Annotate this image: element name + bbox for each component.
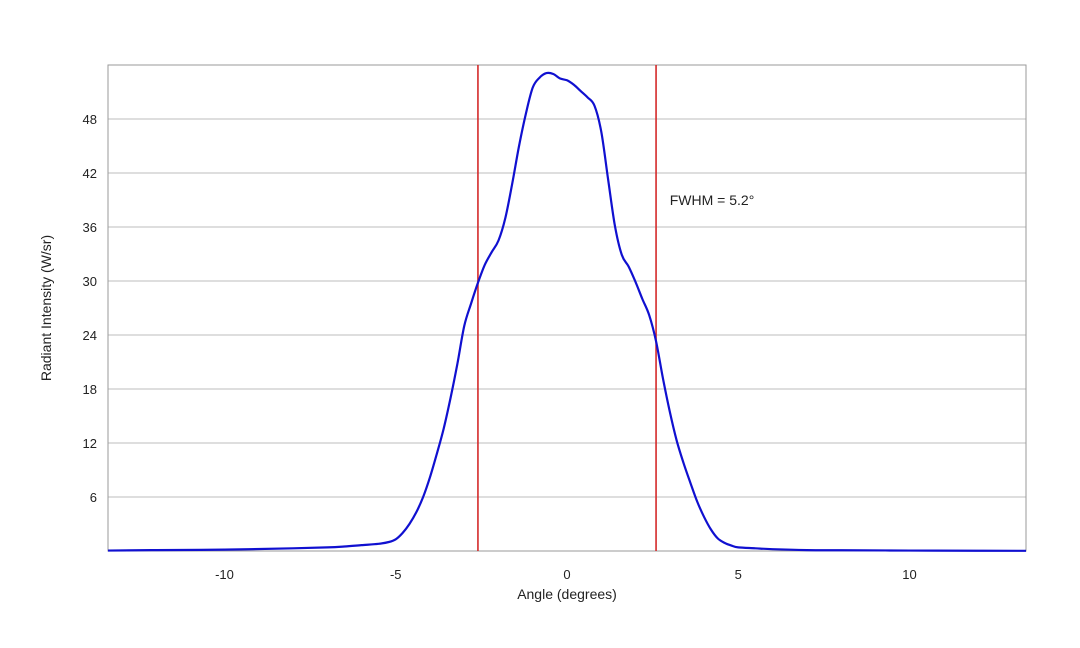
gridlines	[108, 118, 1026, 498]
y-tick-label: 30	[83, 274, 97, 289]
x-tick-label: 5	[735, 567, 742, 582]
x-axis-title: Angle (degrees)	[517, 586, 617, 602]
x-tick-label: -5	[390, 567, 402, 582]
fwhm-markers	[477, 65, 657, 551]
y-axis-title: Radiant Intensity (W/sr)	[38, 235, 54, 381]
intensity-curve	[107, 71, 1027, 552]
x-tick-label: -10	[215, 567, 234, 582]
x-tick-label: 0	[563, 567, 570, 582]
tick-labels: 6 12 18 24 30 36 42 48 -10 -5 0 5 10	[83, 112, 917, 582]
plot-frame	[107, 64, 1027, 552]
fwhm-annotation: FWHM = 5.2°	[670, 192, 755, 208]
y-tick-label: 36	[83, 220, 97, 235]
y-tick-label: 12	[83, 436, 97, 451]
y-tick-label: 6	[90, 490, 97, 505]
y-tick-label: 42	[83, 166, 97, 181]
y-tick-label: 48	[83, 112, 97, 127]
x-tick-label: 10	[902, 567, 916, 582]
y-tick-label: 24	[83, 328, 97, 343]
series-layer	[107, 71, 1027, 552]
y-tick-label: 18	[83, 382, 97, 397]
